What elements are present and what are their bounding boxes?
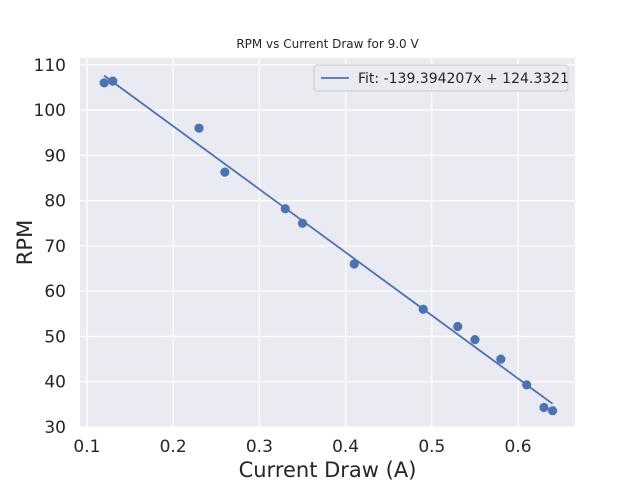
x-tick-label: 0.6: [505, 437, 532, 457]
y-tick-label: 60: [44, 282, 66, 302]
y-tick-label: 30: [44, 418, 66, 438]
scatter-point: [220, 167, 230, 177]
scatter-point: [522, 380, 532, 390]
chart-title: RPM vs Current Draw for 9.0 V: [236, 37, 419, 51]
fit-line: [103, 74, 554, 405]
x-axis-ticks: 0.1 0.2 0.3 0.4 0.5 0.6: [73, 437, 531, 457]
legend-box: [313, 64, 569, 92]
fit-line-layer: [103, 74, 554, 405]
legend-label: Fit: -139.394207x + 124.3321: [358, 71, 569, 87]
x-tick-label: 0.3: [246, 437, 273, 457]
y-axis-ticks: 30 40 50 60 70 80 90 100 110: [34, 56, 66, 438]
y-tick-label: 100: [34, 101, 66, 121]
legend: Fit: -139.394207x + 124.3321: [313, 64, 569, 92]
y-tick-label: 50: [44, 327, 66, 347]
x-tick-label: 0.5: [418, 437, 445, 457]
scatter-point: [349, 259, 359, 269]
scatter-points: [99, 76, 558, 416]
y-axis-label: RPM: [13, 220, 37, 265]
x-axis-label: Current Draw (A): [239, 458, 417, 480]
y-tick-label: 70: [44, 237, 66, 257]
scatter-point: [108, 76, 118, 86]
x-tick-label: 0.2: [160, 437, 187, 457]
scatter-point: [547, 406, 558, 416]
scatter-point: [418, 304, 428, 314]
scatter-point: [539, 402, 549, 413]
scatter-point: [453, 321, 463, 332]
x-tick-label: 0.1: [73, 437, 100, 457]
plot-area: [80, 58, 575, 427]
x-tick-label: 0.4: [332, 437, 359, 457]
scatter-point: [496, 354, 506, 364]
scatter-point: [280, 204, 290, 214]
scatter-point: [194, 123, 204, 133]
y-tick-label: 90: [44, 146, 66, 166]
scatter-point: [297, 218, 308, 228]
scatter-point: [470, 335, 480, 345]
scatter-point: [99, 78, 109, 88]
y-tick-label: 110: [34, 56, 66, 76]
y-tick-label: 80: [44, 192, 66, 212]
y-tick-label: 40: [44, 373, 66, 393]
